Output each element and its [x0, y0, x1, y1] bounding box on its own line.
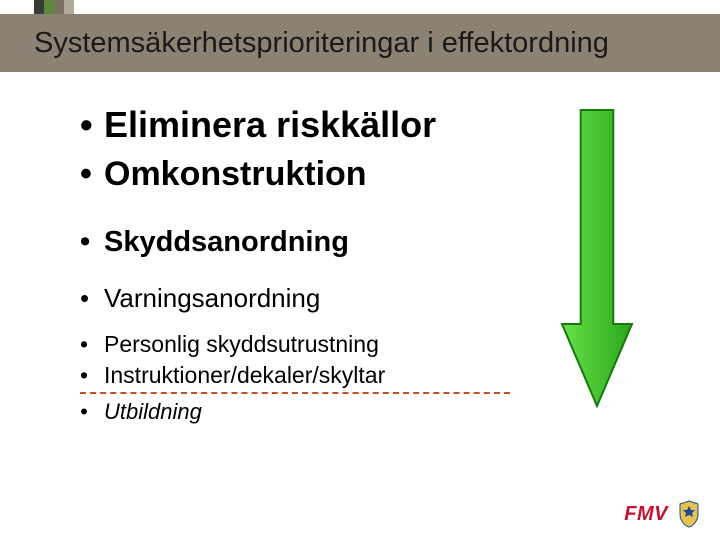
bullet-text: Personlig skyddsutrustning — [104, 330, 379, 359]
down-arrow-icon — [560, 108, 634, 408]
bullet-marker: • — [80, 102, 104, 147]
slide: Systemsäkerhetsprioriteringar i effektor… — [0, 0, 720, 540]
dashed-divider — [80, 392, 510, 394]
bullet-item: • Eliminera riskkällor — [80, 102, 600, 147]
bullet-item: • Omkonstruktion — [80, 153, 600, 196]
bullet-item: • Utbildning — [80, 398, 600, 426]
bullet-marker: • — [80, 153, 104, 196]
bullet-item: • Instruktioner/dekaler/skyltar — [80, 361, 600, 390]
priority-arrow — [560, 108, 634, 413]
bullet-item: • Varningsanordning — [80, 282, 600, 315]
fmv-logo: FMV — [624, 503, 668, 526]
bullet-text: Instruktioner/dekaler/skyltar — [104, 361, 385, 390]
title-band: Systemsäkerhetsprioriteringar i effektor… — [0, 14, 720, 72]
bullet-text: Omkonstruktion — [104, 153, 367, 196]
crest-icon — [678, 500, 700, 528]
bullet-text: Skyddsanordning — [104, 224, 349, 260]
bullet-list: • Eliminera riskkällor • Omkonstruktion … — [80, 102, 600, 425]
footer: FMV — [624, 500, 700, 528]
stripe-1 — [34, 0, 44, 14]
bullet-text: Eliminera riskkällor — [104, 102, 436, 147]
bullet-marker: • — [80, 224, 104, 260]
stripe-3 — [54, 0, 64, 14]
bullet-text: Varningsanordning — [104, 282, 320, 315]
stripe-4 — [64, 0, 74, 14]
bullet-marker: • — [80, 282, 104, 315]
bullet-text: Utbildning — [104, 398, 202, 426]
stripe-2 — [44, 0, 54, 14]
bullet-item: • Personlig skyddsutrustning — [80, 330, 600, 359]
bullet-marker: • — [80, 398, 104, 426]
slide-title: Systemsäkerhetsprioriteringar i effektor… — [0, 27, 609, 60]
bullet-marker: • — [80, 361, 104, 390]
bullet-item: • Skyddsanordning — [80, 224, 600, 260]
bullet-marker: • — [80, 330, 104, 359]
